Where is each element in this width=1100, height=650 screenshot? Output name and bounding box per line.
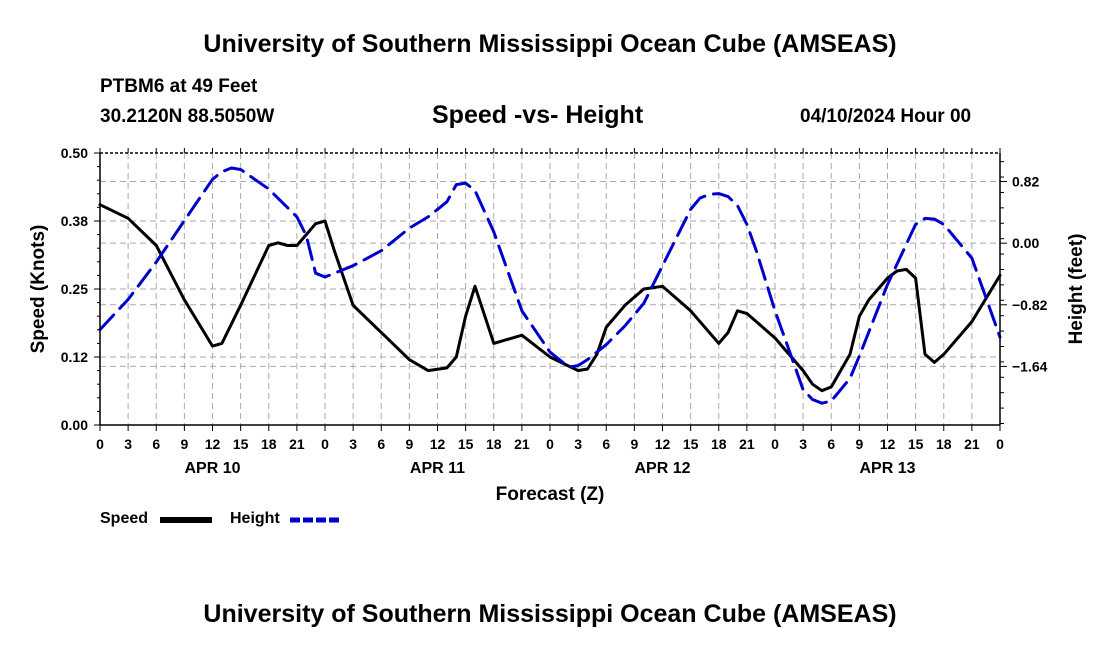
day-label: APR 13 [859, 460, 915, 477]
x-tick-label: 9 [405, 436, 413, 452]
x-tick-label: 15 [908, 436, 924, 452]
day-label: APR 12 [634, 460, 690, 477]
x-tick-label: 3 [574, 436, 582, 452]
y2-tick-label: −1.64 [1012, 358, 1048, 374]
x-tick-label: 21 [289, 436, 305, 452]
x-tick-label: 0 [996, 436, 1004, 452]
x-tick-label: 18 [486, 436, 502, 452]
x-tick-label: 6 [152, 436, 160, 452]
legend-speed-label: Speed [100, 510, 149, 527]
x-tick-label: 0 [96, 436, 104, 452]
y2-tick-label: 0.00 [1012, 235, 1039, 251]
x-tick-label: 3 [799, 436, 807, 452]
x-tick-label: 3 [349, 436, 357, 452]
x-tick-label: 18 [936, 436, 952, 452]
y-tick-label: 0.00 [61, 417, 88, 433]
series-line-speed [98, 203, 1002, 393]
x-axis-title: Forecast (Z) [496, 484, 605, 505]
chart-subtitle: Speed -vs- Height [432, 101, 644, 129]
x-tick-label: 0 [771, 436, 779, 452]
legend-height-swatch [290, 517, 342, 523]
run-time: 04/10/2024 Hour 00 [800, 106, 972, 127]
y-tick-label: 0.38 [61, 213, 88, 229]
y2-axis-title: Height (feet) [1066, 234, 1087, 345]
x-tick-label: 12 [430, 436, 446, 452]
x-tick-label: 21 [514, 436, 530, 452]
footer-title: University of Southern Mississippi Ocean… [203, 600, 897, 628]
x-tick-label: 0 [321, 436, 329, 452]
x-tick-label: 9 [180, 436, 188, 452]
y-axis-title: Speed (Knots) [28, 225, 49, 354]
station-label: PTBM6 at 49 Feet [100, 76, 258, 97]
x-tick-label: 9 [855, 436, 863, 452]
series-line-height [98, 166, 1002, 405]
day-label: APR 11 [410, 460, 465, 477]
y2-tick-label: 0.82 [1012, 174, 1039, 190]
x-tick-label: 6 [377, 436, 385, 452]
x-tick-label: 18 [261, 436, 277, 452]
x-tick-label: 0 [546, 436, 554, 452]
station-coords: 30.2120N 88.5050W [100, 106, 275, 127]
x-tick-label: 12 [655, 436, 671, 452]
x-tick-label: 12 [205, 436, 221, 452]
y-tick-label: 0.12 [61, 349, 88, 365]
legend-speed-swatch [160, 517, 212, 523]
day-label: APR 10 [184, 460, 240, 477]
x-tick-label: 15 [458, 436, 474, 452]
x-tick-label: 15 [233, 436, 249, 452]
x-tick-label: 15 [683, 436, 699, 452]
y-tick-label: 0.50 [61, 145, 88, 161]
x-tick-label: 9 [630, 436, 638, 452]
x-tick-label: 6 [827, 436, 835, 452]
x-tick-label: 21 [739, 436, 755, 452]
x-tick-label: 21 [964, 436, 980, 452]
chart-title: University of Southern Mississippi Ocean… [203, 30, 897, 58]
x-tick-label: 6 [602, 436, 610, 452]
y2-tick-label: −0.82 [1012, 297, 1048, 313]
legend-height-label: Height [230, 510, 280, 527]
y-tick-label: 0.25 [61, 281, 88, 297]
x-tick-label: 3 [124, 436, 132, 452]
x-tick-label: 18 [711, 436, 727, 452]
x-tick-label: 12 [880, 436, 896, 452]
